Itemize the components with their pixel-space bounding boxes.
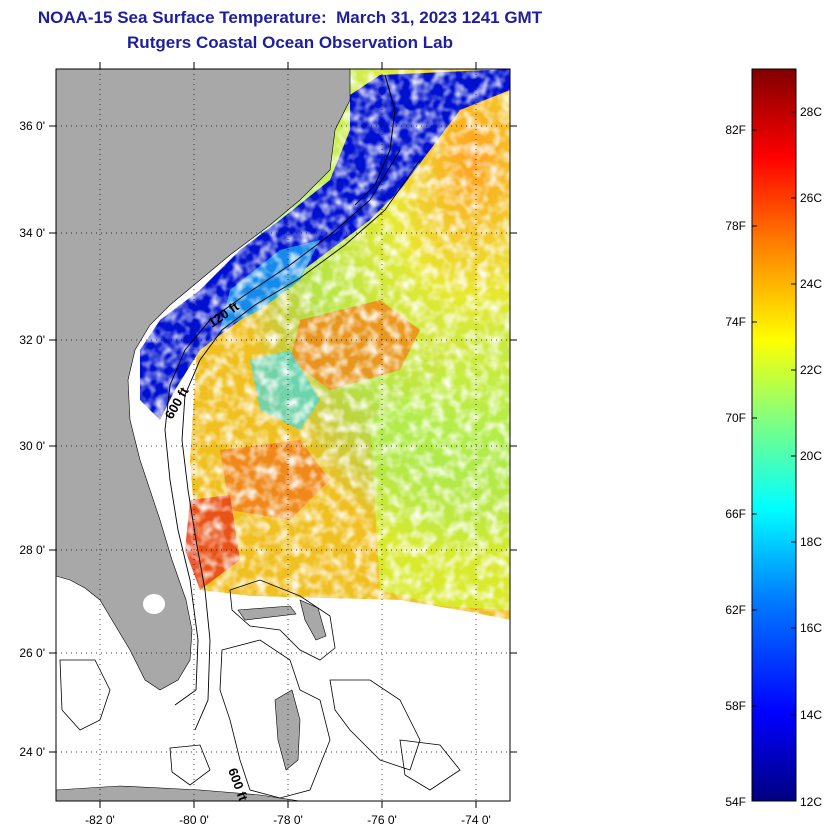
lat-label-28: 28 0' — [19, 543, 45, 557]
land-bahamas-andros — [274, 689, 301, 771]
lat-label-32: 32 0' — [19, 333, 45, 347]
lat-label-24: 24 0' — [19, 745, 45, 759]
colorbar-f-66: 66F — [725, 507, 746, 521]
bathymetry-120ft-contour — [164, 149, 401, 706]
land-outer-banks — [354, 74, 396, 206]
colorbar-f-54: 54F — [725, 795, 746, 809]
lat-label-34: 34 0' — [19, 226, 45, 240]
colorbar-c-26: 26C — [800, 191, 822, 205]
colorbar-c-16: 16C — [800, 621, 822, 635]
graticule — [56, 69, 510, 801]
lon-label-74: -74 0' — [461, 813, 491, 827]
colorbar-c-28: 28C — [800, 105, 822, 119]
land-bahamas-abaco — [299, 599, 327, 641]
colorbar-f-82: 82F — [725, 123, 746, 137]
colorbar-c-14: 14C — [800, 708, 822, 722]
colorbar-c-18: 18C — [800, 535, 822, 549]
colorbar-f-70: 70F — [725, 411, 746, 425]
lon-label-82: -82 0' — [85, 813, 115, 827]
colorbar-ticks — [752, 111, 796, 716]
map-title: NOAA-15 Sea Surface Temperature: March 3… — [37, 8, 543, 27]
colorbar-f-62: 62F — [725, 603, 746, 617]
land-bahamas-grand-bahama — [237, 605, 297, 621]
map-plot-area: 120 ft 600 ft 600 ft — [56, 69, 510, 801]
lat-label-36: 36 0' — [19, 119, 45, 133]
colorbar-f-74: 74F — [725, 315, 746, 329]
colorbar-c-20: 20C — [800, 449, 822, 463]
land-cuba — [56, 785, 301, 801]
lon-label-76: -76 0' — [367, 813, 397, 827]
lon-label-80: -80 0' — [179, 813, 209, 827]
map-subtitle: Rutgers Coastal Ocean Observation Lab — [127, 33, 453, 52]
lon-label-78: -78 0' — [273, 813, 303, 827]
lake-okeechobee — [143, 594, 165, 614]
colorbar-c-12: 12C — [800, 795, 822, 809]
map-frame — [55, 68, 511, 802]
bathymetry-600ft-contour — [181, 159, 421, 731]
lat-label-26: 26 0' — [19, 646, 45, 660]
lat-label-30: 30 0' — [19, 439, 45, 453]
colorbar-f-58: 58F — [725, 699, 746, 713]
axis-ticks — [49, 62, 517, 808]
colorbar-f-78: 78F — [725, 219, 746, 233]
colorbar-c-24: 24C — [800, 277, 822, 291]
colorbar-c-22: 22C — [800, 363, 822, 377]
land-southeast-us — [56, 69, 351, 691]
temperature-colorbar — [751, 68, 797, 802]
